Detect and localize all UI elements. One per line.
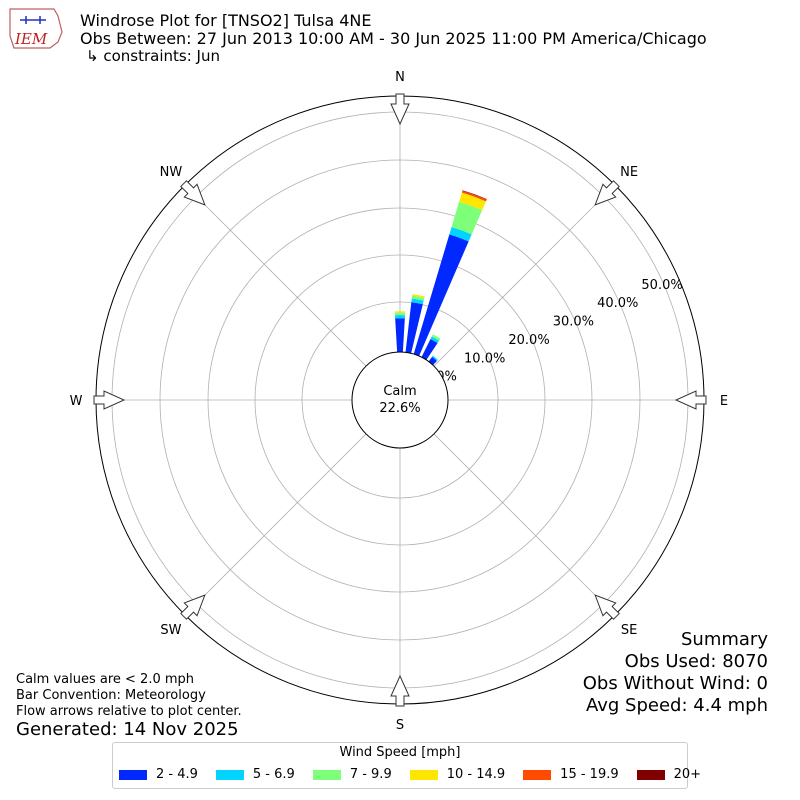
- legend-item-0: 2 - 4.9: [119, 767, 198, 782]
- chart-title: Windrose Plot for [TNSO2] Tulsa 4NE: [80, 12, 371, 30]
- radial-tick-2: 20.0%: [508, 333, 549, 348]
- bar-sector-0-bin-3: [395, 311, 406, 313]
- compass-s: S: [396, 718, 404, 733]
- constraints: ↳ constraints: Jun: [86, 47, 220, 65]
- calm-label: Calm: [383, 384, 416, 399]
- bar-convention: Bar Convention: Meteorology: [16, 688, 242, 704]
- generated-date: Generated: 14 Nov 2025: [16, 719, 239, 740]
- bar-sector-0-bin-1: [395, 315, 405, 319]
- calm-value: 22.6%: [379, 401, 420, 416]
- calm-note: Calm values are < 2.0 mph: [16, 672, 242, 688]
- compass-n: N: [395, 70, 405, 85]
- logo-wind-mark: [20, 16, 46, 24]
- radial-tick-3: 30.0%: [553, 315, 594, 330]
- obs-period: Obs Between: 27 Jun 2013 10:00 AM - 30 J…: [80, 30, 707, 48]
- legend-item-1: 5 - 6.9: [216, 767, 295, 782]
- legend-label-0: 2 - 4.9: [156, 767, 198, 782]
- flow-note: Flow arrows relative to plot center.: [16, 704, 242, 720]
- legend-item-4: 15 - 19.9: [523, 767, 618, 782]
- legend-swatch-2: [313, 770, 341, 780]
- logo-text: IEM: [14, 30, 48, 48]
- sector-bars: [395, 190, 487, 365]
- bar-sector-0-bin-0: [395, 318, 405, 352]
- compass-ne: NE: [620, 165, 638, 180]
- calm-circle: [352, 352, 448, 448]
- radial-tick-labels: 0.0%10.0%20.0%30.0%40.0%50.0%: [424, 278, 683, 385]
- compass-w: W: [70, 394, 83, 409]
- radial-tick-5: 50.0%: [641, 278, 682, 293]
- legend-label-4: 15 - 19.9: [560, 767, 618, 782]
- legend-title: Wind Speed [mph]: [113, 745, 687, 760]
- radial-tick-1: 10.0%: [464, 351, 505, 366]
- notes-block: Calm values are < 2.0 mph Bar Convention…: [16, 672, 242, 720]
- legend-label-5: 20+: [674, 767, 701, 782]
- legend-item-3: 10 - 14.9: [410, 767, 505, 782]
- flow-arrow-w: [94, 391, 124, 409]
- legend-swatch-4: [523, 770, 551, 780]
- radial-tick-4: 40.0%: [597, 296, 638, 311]
- obs-without-wind: Obs Without Wind: 0: [583, 673, 768, 695]
- legend-label-1: 5 - 6.9: [253, 767, 295, 782]
- legend-label-2: 7 - 9.9: [350, 767, 392, 782]
- legend-item-5: 20+: [637, 767, 701, 782]
- bar-sector-20-bin-0: [414, 234, 469, 356]
- compass-e: E: [720, 394, 728, 409]
- legend-items: 2 - 4.9 5 - 6.9 7 - 9.9 10 - 14.9 15 - 19.9 2…: [119, 767, 719, 782]
- legend-item-2: 7 - 9.9: [313, 767, 392, 782]
- iem-logo: IEM: [6, 6, 64, 52]
- legend-swatch-1: [216, 770, 244, 780]
- summary-title: Summary: [583, 629, 768, 651]
- flow-arrow-e: [676, 391, 706, 409]
- compass-nw: NW: [160, 165, 183, 180]
- legend: Wind Speed [mph] 2 - 4.9 5 - 6.9 7 - 9.9 10…: [112, 742, 688, 789]
- obs-used: Obs Used: 8070: [583, 651, 768, 673]
- flow-arrow-s: [391, 676, 409, 706]
- compass-sw: SW: [160, 623, 181, 638]
- legend-swatch-5: [637, 770, 665, 780]
- avg-speed: Avg Speed: 4.4 mph: [583, 695, 768, 717]
- legend-swatch-3: [410, 770, 438, 780]
- summary-block: Summary Obs Used: 8070 Obs Without Wind:…: [583, 629, 768, 717]
- bar-sector-0-bin-2: [395, 313, 405, 316]
- legend-swatch-0: [119, 770, 147, 780]
- legend-label-3: 10 - 14.9: [447, 767, 505, 782]
- flow-arrow-n: [391, 94, 409, 124]
